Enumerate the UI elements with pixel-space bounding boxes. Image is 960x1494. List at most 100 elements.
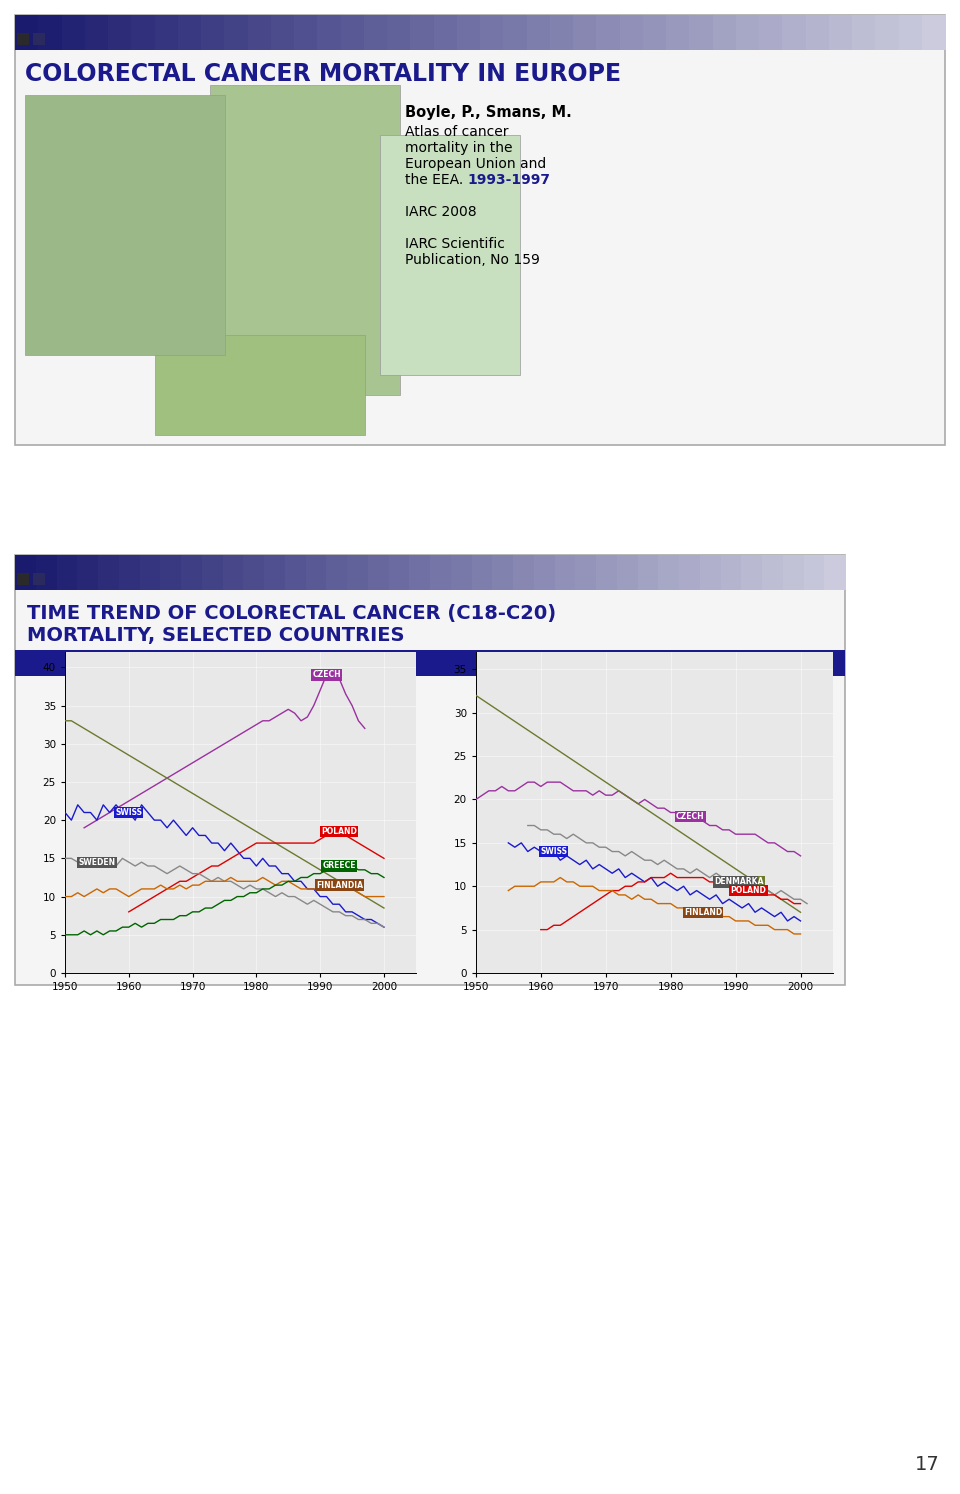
Bar: [700, 554, 722, 590]
Bar: [368, 554, 390, 590]
Bar: [225, 15, 249, 49]
Bar: [616, 554, 638, 590]
Bar: [805, 15, 829, 49]
Text: SWEDEN: SWEDEN: [79, 858, 115, 867]
Bar: [804, 554, 826, 590]
Bar: [759, 15, 783, 49]
Bar: [294, 15, 319, 49]
Text: IARC 2008: IARC 2008: [405, 205, 476, 220]
Bar: [573, 15, 597, 49]
Text: CZECH: CZECH: [676, 813, 705, 822]
Text: Atlas of cancer: Atlas of cancer: [405, 125, 509, 139]
Bar: [762, 554, 783, 590]
Bar: [341, 15, 365, 49]
Bar: [347, 554, 369, 590]
Text: mortality in the: mortality in the: [405, 140, 513, 155]
Bar: [61, 15, 85, 49]
Bar: [57, 554, 79, 590]
Text: the EEA.: the EEA.: [405, 173, 468, 187]
Bar: [852, 15, 876, 49]
Bar: [480, 15, 504, 49]
Bar: [492, 554, 514, 590]
Bar: [689, 15, 713, 49]
Bar: [410, 15, 435, 49]
Bar: [430, 554, 452, 590]
Bar: [596, 15, 620, 49]
Text: GREECE: GREECE: [323, 862, 356, 871]
Bar: [15, 650, 845, 675]
Text: SWISS: SWISS: [540, 847, 567, 856]
Bar: [434, 15, 458, 49]
Text: COLORECTAL CANCER MORTALITY IN EUROPE: COLORECTAL CANCER MORTALITY IN EUROPE: [25, 61, 621, 87]
Bar: [139, 554, 161, 590]
Text: TIME TREND OF COLORECTAL CANCER (C18-C20): TIME TREND OF COLORECTAL CANCER (C18-C20…: [27, 604, 556, 623]
Bar: [575, 554, 597, 590]
Bar: [223, 554, 244, 590]
Text: 1993-1997: 1993-1997: [467, 173, 550, 187]
Bar: [555, 554, 576, 590]
Text: Publication, No 159: Publication, No 159: [405, 252, 540, 267]
Text: Boyle, P., Smans, M.: Boyle, P., Smans, M.: [405, 105, 572, 120]
Text: FINLAND: FINLAND: [684, 908, 722, 917]
Bar: [380, 134, 520, 375]
Bar: [98, 554, 120, 590]
Text: DENMARK: DENMARK: [714, 877, 757, 886]
Bar: [364, 15, 388, 49]
Bar: [248, 15, 272, 49]
Bar: [38, 15, 62, 49]
Text: IARC Scientific: IARC Scientific: [405, 238, 505, 251]
Bar: [33, 574, 45, 586]
Bar: [108, 15, 132, 49]
Bar: [271, 15, 295, 49]
Bar: [659, 554, 680, 590]
Bar: [84, 15, 109, 49]
Bar: [181, 554, 203, 590]
Bar: [33, 33, 45, 45]
Bar: [451, 554, 472, 590]
Text: MORTALITY, SELECTED COUNTRIES: MORTALITY, SELECTED COUNTRIES: [27, 626, 404, 645]
Bar: [387, 15, 411, 49]
Text: FINLANDIA: FINLANDIA: [316, 880, 363, 889]
Bar: [526, 15, 551, 49]
Bar: [643, 15, 667, 49]
Bar: [637, 554, 660, 590]
Bar: [513, 554, 535, 590]
Bar: [160, 554, 182, 590]
Text: SWISS: SWISS: [115, 808, 142, 817]
Text: FEMALES: FEMALES: [589, 656, 668, 671]
Bar: [735, 15, 760, 49]
Bar: [201, 15, 226, 49]
Bar: [17, 574, 29, 586]
Bar: [596, 554, 617, 590]
Bar: [899, 15, 923, 49]
Bar: [202, 554, 224, 590]
Text: CZECH: CZECH: [312, 671, 341, 680]
Bar: [15, 15, 39, 49]
Bar: [155, 15, 179, 49]
Bar: [264, 554, 286, 590]
Text: USA: USA: [746, 877, 764, 886]
Bar: [550, 15, 574, 49]
Bar: [119, 554, 140, 590]
Bar: [317, 15, 342, 49]
Bar: [679, 554, 701, 590]
Bar: [285, 554, 306, 590]
Bar: [17, 33, 29, 45]
Bar: [825, 554, 846, 590]
Bar: [15, 554, 36, 590]
Bar: [782, 554, 804, 590]
Bar: [503, 15, 527, 49]
Bar: [619, 15, 644, 49]
Bar: [712, 15, 736, 49]
Bar: [876, 15, 900, 49]
Bar: [178, 15, 202, 49]
Text: 17: 17: [915, 1455, 940, 1475]
Bar: [155, 335, 365, 435]
Bar: [922, 15, 946, 49]
Bar: [666, 15, 690, 49]
Bar: [36, 554, 58, 590]
Bar: [132, 15, 156, 49]
Text: USA: USA: [337, 880, 354, 889]
Bar: [782, 15, 806, 49]
Bar: [305, 554, 327, 590]
